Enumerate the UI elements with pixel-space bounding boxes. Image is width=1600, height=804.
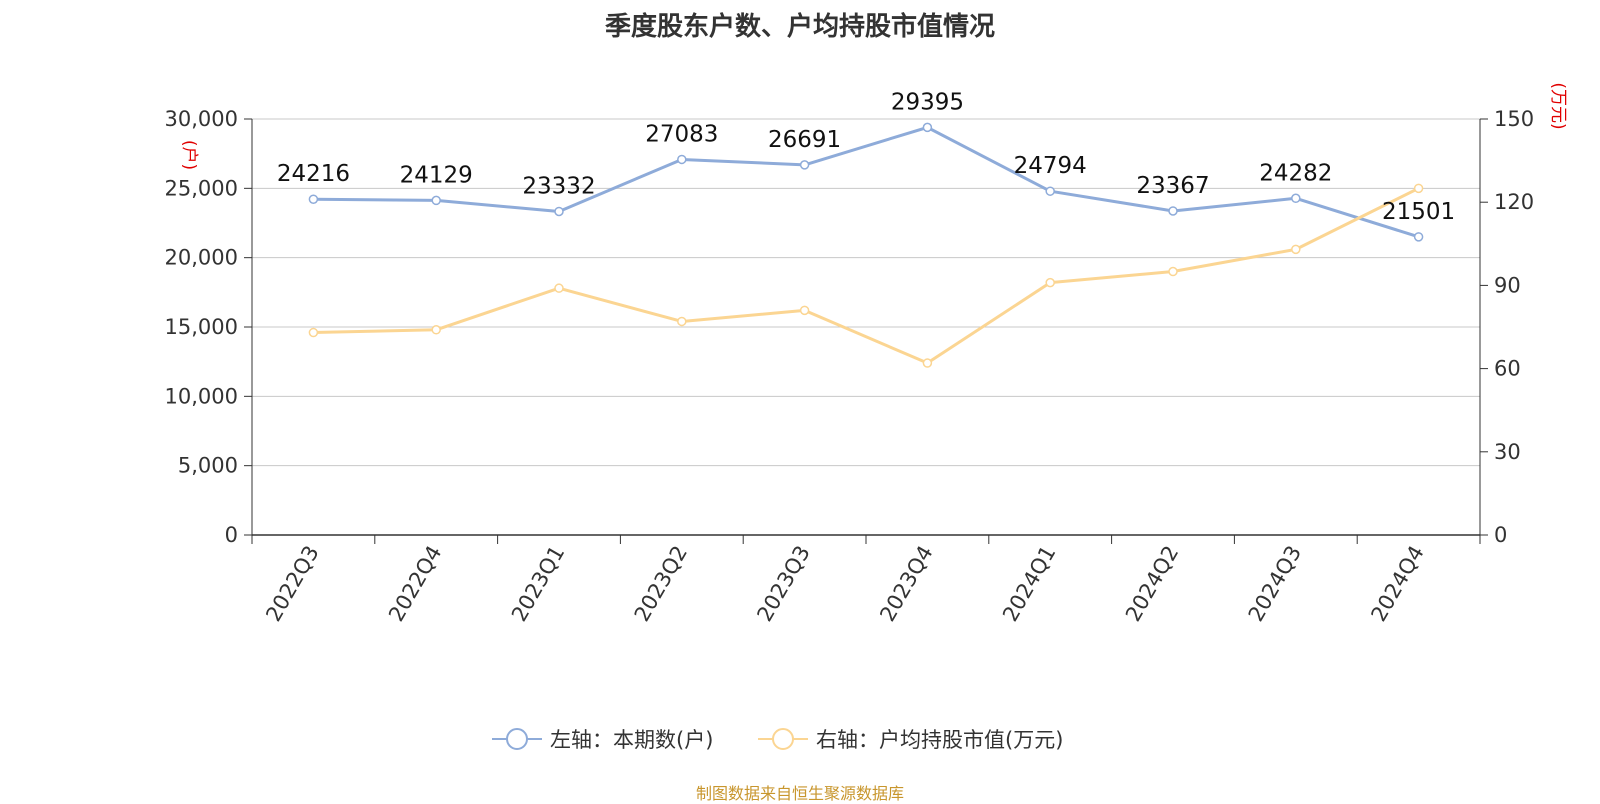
data-label: 23367 [1136,173,1209,199]
data-label: 24282 [1259,160,1332,186]
data-point [308,194,319,204]
series-group [308,122,1424,368]
right-axis-unit-label: (万元) [1548,82,1568,129]
source-note: 制图数据来自恒生聚源数据库 [695,784,904,803]
x-axis-tick-label: 2024Q2 [1121,542,1183,626]
data-point [799,305,810,316]
x-axis-tick-label: 2023Q4 [875,542,937,626]
left-axis-tick-label: 25,000 [165,176,238,200]
data-label: 29395 [891,89,964,115]
data-point [554,206,564,217]
data-point [1291,244,1301,255]
data-point [1168,266,1178,277]
x-axis-tick-label: 2024Q3 [1244,542,1306,626]
data-point [677,154,687,165]
data-point [308,327,319,338]
data-point [1045,277,1055,288]
left-axis-unit-label: (户) [179,140,199,170]
data-label: 26691 [768,127,841,153]
grid-lines [252,118,1480,467]
data-label: 27083 [645,121,718,147]
right-axis-tick-label: 120 [1494,190,1534,214]
right-axis-tick-label: 90 [1494,273,1521,297]
left-axis-tick-label: 30,000 [165,107,238,131]
chart-title: 季度股东户数、户均持股市值情况 [604,12,995,42]
data-point [431,195,441,206]
data-point [431,325,441,335]
series-line-left [313,125,1420,239]
left-axis-tick-label: 15,000 [165,315,238,339]
data-point [554,283,564,293]
x-axis-tick-label: 2022Q3 [261,542,323,626]
data-point [1413,183,1424,194]
left-axis-tick-label: 0 [225,523,238,547]
right-axis-tick-label: 30 [1494,440,1521,464]
data-label: 24129 [400,162,473,188]
data-labels: 24216 24129 23332 27083 26691 29395 24794 23367… [277,89,1455,224]
right-axis-tick-label: 150 [1494,107,1534,131]
left-axis-tick-label: 20,000 [165,246,238,270]
legend-label: 左轴：本期数(户) [550,728,714,752]
data-point [922,358,933,368]
x-axis-tick-label: 2023Q1 [507,542,569,626]
data-label: 24216 [277,161,350,187]
data-point [1168,206,1178,216]
data-point [1413,232,1424,242]
legend-marker-icon [492,728,542,750]
x-axis-tick-label: 2023Q3 [752,542,814,626]
data-point [1291,193,1301,204]
legend-marker-icon [758,728,808,750]
series-line-right [313,186,1420,365]
x-axis-tick-label: 2024Q1 [998,542,1060,626]
data-point [677,316,687,327]
left-axis-tick-label: 10,000 [165,384,238,408]
legend-item-right-series[interactable]: 右轴：户均持股市值(万元) [758,724,1063,754]
legend-item-left-series[interactable]: 左轴：本期数(户) [492,724,713,754]
x-axis-tick-label: 2023Q2 [630,542,692,626]
data-label: 23332 [522,173,595,199]
data-point [1045,186,1055,196]
x-axis-tick-label: 2022Q4 [384,542,446,626]
x-axis-tick-label: 2024Q4 [1366,542,1428,626]
data-label: 21501 [1382,199,1455,225]
left-axis-tick-label: 5,000 [178,454,238,478]
data-point [799,160,810,170]
axes: 0 5,000 10,000 15,000 20,000 25,000 30,000 0 30 6… [165,82,1568,625]
legend-label: 右轴：户均持股市值(万元) [816,728,1064,752]
data-label: 24794 [1014,153,1087,179]
right-axis-tick-label: 0 [1494,523,1507,547]
data-point [922,122,933,133]
right-axis-tick-label: 60 [1494,357,1521,381]
